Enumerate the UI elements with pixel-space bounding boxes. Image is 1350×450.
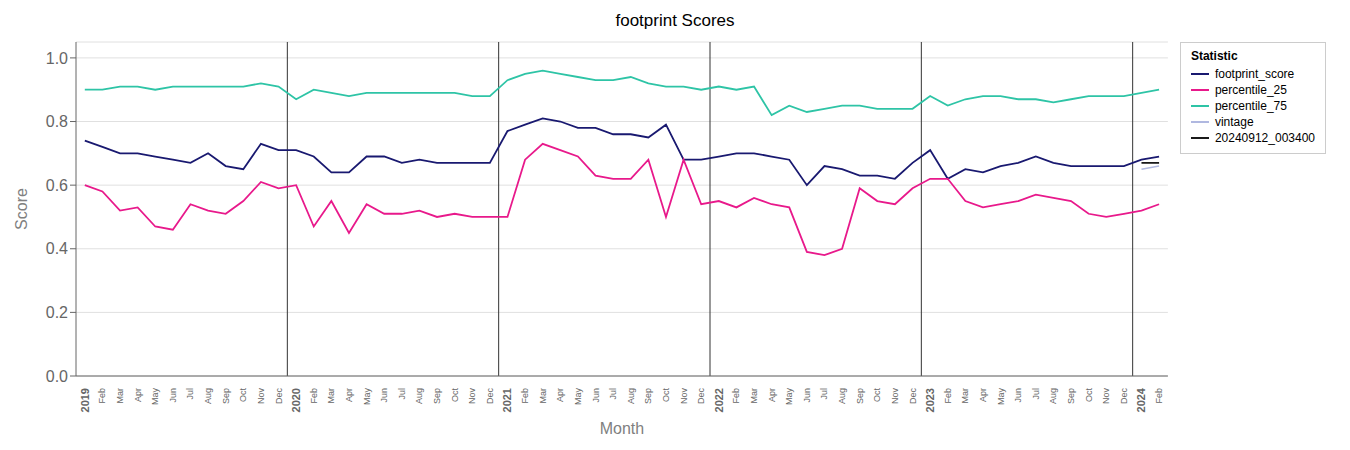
svg-text:Dec: Dec [696,388,706,405]
html-text:Statistic: Statistic [1190,49,1238,63]
svg-text:0.0: 0.0 [46,368,68,385]
svg-text:Dec: Dec [485,388,495,405]
svg-text:May: May [996,388,1006,406]
svg-text:2022: 2022 [713,388,725,412]
svg-text:Apr: Apr [133,388,143,402]
svg-text:Oct: Oct [450,388,460,403]
svg-text:Feb: Feb [97,388,107,404]
svg-text:Feb: Feb [731,388,741,404]
svg-text:Feb: Feb [309,388,319,404]
svg-text:Mar: Mar [749,388,759,404]
svg-text:Oct: Oct [872,388,882,403]
svg-text:0.2: 0.2 [46,304,68,321]
svg-text:2024: 2024 [1135,387,1147,412]
svg-text:Nov: Nov [890,388,900,405]
svg-text:Mar: Mar [326,388,336,404]
svg-text:Jun: Jun [168,388,178,403]
svg-text:Nov: Nov [256,388,266,405]
svg-text:2019: 2019 [79,388,91,412]
svg-text:0.8: 0.8 [46,113,68,130]
svg-text:Sep: Sep [221,388,231,404]
svg-text:Jun: Jun [591,388,601,403]
html-text:footprint Scores: footprint Scores [615,11,735,30]
svg-text:Dec: Dec [1119,388,1129,405]
svg-text:Jul: Jul [397,388,407,400]
svg-text:Sep: Sep [643,388,653,404]
svg-text:Aug: Aug [203,388,213,404]
svg-text:Nov: Nov [1101,388,1111,405]
svg-text:Jun: Jun [379,388,389,403]
html-text:footprint_score: footprint_score [1214,67,1295,81]
svg-text:Apr: Apr [555,388,565,402]
svg-text:Apr: Apr [344,388,354,402]
svg-text:May: May [150,388,160,406]
svg-text:Sep: Sep [855,388,865,404]
svg-text:Dec: Dec [274,388,284,405]
svg-text:Oct: Oct [1084,388,1094,403]
html-text:percentile_75: percentile_75 [1214,99,1287,113]
svg-text:Jun: Jun [802,388,812,403]
svg-text:May: May [573,388,583,406]
html-text:vintage: vintage [1214,115,1254,129]
svg-text:Jul: Jul [185,388,195,400]
html-text:percentile_25: percentile_25 [1214,83,1287,97]
svg-text:Apr: Apr [978,388,988,402]
svg-text:Aug: Aug [837,388,847,404]
svg-text:Jun: Jun [1013,388,1023,403]
html-text:20240912_003400: 20240912_003400 [1214,131,1315,145]
svg-text:Mar: Mar [960,388,970,404]
svg-text:Oct: Oct [238,388,248,403]
svg-text:Sep: Sep [1066,388,1076,404]
svg-text:May: May [362,388,372,406]
svg-text:Nov: Nov [467,388,477,405]
svg-text:Feb: Feb [1154,388,1164,404]
svg-text:Aug: Aug [414,388,424,404]
svg-text:Feb: Feb [943,388,953,404]
svg-text:Score: Score [13,188,30,230]
svg-text:2020: 2020 [290,388,302,412]
svg-text:0.4: 0.4 [46,240,68,257]
svg-text:Aug: Aug [1048,388,1058,404]
svg-text:Apr: Apr [767,388,777,402]
svg-text:2023: 2023 [924,388,936,412]
svg-text:Jul: Jul [1031,388,1041,400]
svg-text:May: May [784,388,794,406]
svg-text:Month: Month [600,420,644,437]
svg-text:2021: 2021 [501,388,513,412]
svg-text:Mar: Mar [115,388,125,404]
svg-text:Nov: Nov [679,388,689,405]
svg-text:0.6: 0.6 [46,177,68,194]
svg-text:Aug: Aug [626,388,636,404]
svg-text:Sep: Sep [432,388,442,404]
svg-text:Oct: Oct [661,388,671,403]
svg-text:Feb: Feb [520,388,530,404]
svg-text:Mar: Mar [538,388,548,404]
svg-text:Jul: Jul [819,388,829,400]
svg-text:1.0: 1.0 [46,50,68,67]
svg-text:Jul: Jul [608,388,618,400]
svg-text:Dec: Dec [908,388,918,405]
